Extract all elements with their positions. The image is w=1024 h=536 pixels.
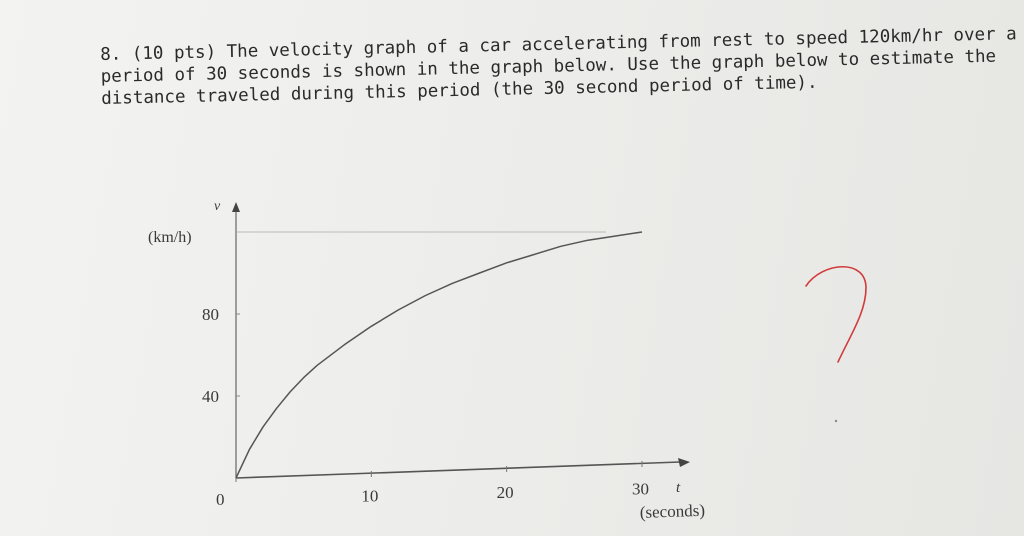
x-tick-label: 30: [632, 480, 649, 499]
y-tick-label: 40: [202, 387, 219, 406]
stray-dot: [834, 419, 838, 423]
velocity-curve: [235, 231, 643, 479]
x-axis-unit-label: (seconds): [639, 501, 705, 522]
x-tick-label: 20: [497, 483, 514, 502]
chart-layer: 40 80 0 10 20 30 v (km/h) t (seconds): [148, 199, 705, 522]
y-tick-label: 80: [202, 305, 219, 324]
x-tick-label: 0: [216, 490, 225, 509]
y-axis-arrow: [232, 202, 240, 212]
y-axis-symbol: v: [214, 199, 221, 214]
y-axis-unit-label: (km/h): [148, 229, 192, 246]
x-tick-label: 10: [361, 487, 378, 506]
x-axis: [235, 461, 681, 479]
handwritten-question-mark: [805, 266, 867, 363]
x-axis-arrow: [678, 458, 690, 467]
x-axis-symbol: t: [676, 480, 681, 496]
